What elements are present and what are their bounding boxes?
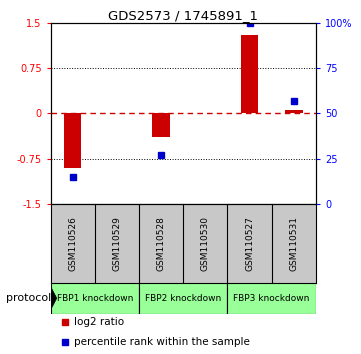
Bar xyxy=(139,283,227,314)
Text: GSM110527: GSM110527 xyxy=(245,216,254,270)
Bar xyxy=(241,35,258,113)
Text: percentile rank within the sample: percentile rank within the sample xyxy=(74,337,250,347)
Title: GDS2573 / 1745891_1: GDS2573 / 1745891_1 xyxy=(108,9,258,22)
Bar xyxy=(227,283,316,314)
Text: log2 ratio: log2 ratio xyxy=(74,317,125,327)
Text: FBP3 knockdown: FBP3 knockdown xyxy=(234,294,310,303)
Bar xyxy=(51,283,139,314)
Text: FBP2 knockdown: FBP2 knockdown xyxy=(145,294,221,303)
Text: GSM110531: GSM110531 xyxy=(289,216,298,271)
Bar xyxy=(285,110,303,113)
Bar xyxy=(152,113,170,137)
Text: GSM110528: GSM110528 xyxy=(157,216,166,270)
Text: protocol: protocol xyxy=(6,293,51,303)
Text: FBP1 knockdown: FBP1 knockdown xyxy=(57,294,133,303)
Polygon shape xyxy=(52,289,57,308)
Bar xyxy=(64,113,82,167)
Text: GSM110526: GSM110526 xyxy=(68,216,77,270)
Text: GSM110530: GSM110530 xyxy=(201,216,210,271)
Text: GSM110529: GSM110529 xyxy=(112,216,121,270)
